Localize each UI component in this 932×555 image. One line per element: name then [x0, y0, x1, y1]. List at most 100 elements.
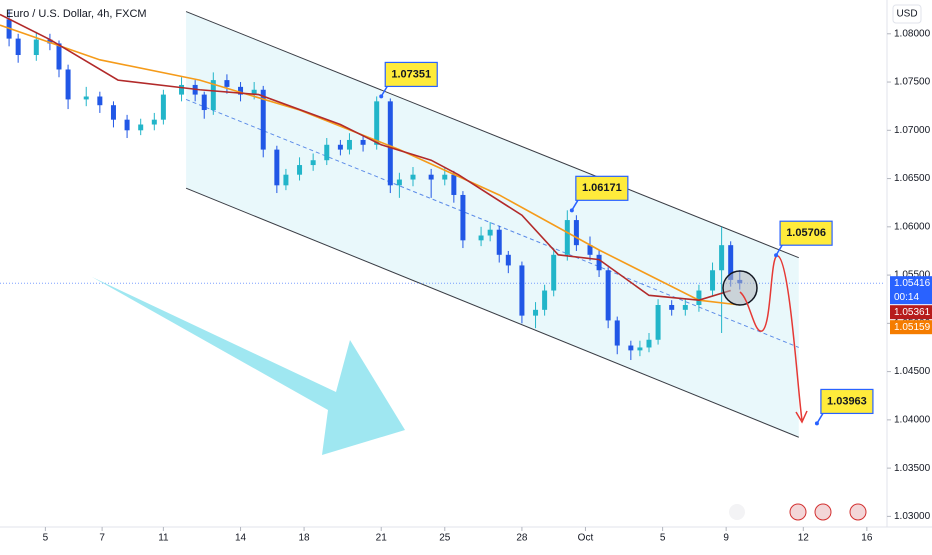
- x-tick-label: 18: [299, 533, 311, 544]
- price-tag: [890, 276, 932, 305]
- x-tick-label: 25: [439, 533, 451, 544]
- candle-body: [728, 245, 734, 280]
- x-tick-label: Oct: [578, 533, 594, 544]
- candle-body: [396, 179, 402, 186]
- y-tick-label: 1.03500: [894, 463, 931, 474]
- x-tick-label: 7: [99, 533, 105, 544]
- candle-body: [614, 320, 620, 346]
- candle-body: [605, 270, 611, 321]
- candle-body: [542, 290, 548, 310]
- currency: USD: [896, 9, 917, 20]
- candle-body: [387, 101, 393, 186]
- x-tick-label: 21: [376, 533, 388, 544]
- candle-body: [324, 144, 330, 161]
- callout-point: [814, 421, 819, 426]
- candle-body: [179, 84, 185, 95]
- channel-upper: [185, 11, 799, 259]
- callout-box: [575, 175, 629, 201]
- candle-body: [138, 124, 144, 131]
- candle-body: [564, 220, 570, 255]
- x-tick-label: 28: [516, 533, 528, 544]
- candle-body: [442, 174, 448, 180]
- price-tag-label: 1.05361: [894, 307, 931, 318]
- event-flag[interactable]: [849, 503, 867, 521]
- candle-body: [533, 309, 539, 316]
- y-tick-label: 1.07500: [894, 77, 931, 88]
- candle-body: [596, 254, 602, 271]
- highlight-circle: [722, 270, 758, 306]
- candle-body: [451, 174, 457, 195]
- candle-body: [628, 345, 634, 351]
- candle-body: [487, 229, 493, 236]
- price-tag-label: 1.05416: [894, 278, 931, 289]
- candle-body: [210, 80, 216, 111]
- candle-body: [496, 229, 502, 255]
- callout-box: [384, 61, 438, 88]
- candle-body: [374, 101, 380, 145]
- x-tick-label: 11: [158, 533, 169, 544]
- callout-point: [774, 253, 779, 258]
- candle-body: [682, 305, 688, 310]
- y-tick-label: 1.06000: [894, 221, 931, 232]
- channel-lower: [185, 187, 799, 438]
- forecast-arrowhead: [795, 410, 808, 424]
- candle-body: [587, 245, 593, 255]
- x-tick-label: 5: [660, 533, 666, 544]
- candle-body: [201, 94, 207, 111]
- event-flag[interactable]: [814, 503, 832, 521]
- candle-body: [646, 339, 652, 348]
- candle-body: [238, 86, 244, 95]
- price-tag: [890, 320, 932, 335]
- candle-body: [33, 39, 39, 56]
- candle-body: [124, 119, 130, 131]
- candle-body: [110, 105, 116, 120]
- callout-point: [379, 94, 384, 99]
- candle-body: [260, 89, 266, 150]
- event-icon[interactable]: [729, 504, 745, 520]
- callout-box: [779, 220, 833, 246]
- candle-body: [637, 347, 643, 351]
- event-flag[interactable]: [789, 503, 807, 521]
- y-tick-label: 1.04000: [894, 415, 931, 426]
- candle-body: [505, 254, 511, 266]
- candle-body: [151, 119, 157, 125]
- candle-body: [410, 174, 416, 180]
- trend-arrow: [92, 277, 405, 455]
- candle-body: [83, 96, 89, 100]
- candle-body: [56, 43, 62, 70]
- candle-body: [160, 94, 166, 120]
- chart-title: Euro / U.S. Dollar, 4h, FXCM: [6, 8, 147, 20]
- price-axis: [887, 0, 932, 527]
- plot-area: [0, 9, 885, 438]
- price-tag-label: 1.05159: [894, 322, 931, 333]
- callout-label: 1.03963: [827, 395, 867, 407]
- currency-box[interactable]: [892, 4, 922, 24]
- moving-average: [0, 13, 731, 301]
- candle-body: [669, 305, 675, 310]
- forecast-path: [739, 255, 803, 421]
- x-tick-label: 5: [43, 533, 49, 544]
- price-tag: [890, 305, 932, 320]
- candle-body: [337, 144, 343, 150]
- candle-body: [224, 80, 230, 87]
- y-tick-label: 1.07000: [894, 125, 931, 136]
- candle-body: [573, 220, 579, 246]
- y-tick-label: 1.03000: [894, 511, 931, 522]
- candle-body: [251, 89, 257, 95]
- callout-label: 1.06171: [582, 182, 622, 194]
- candle-body: [15, 38, 21, 56]
- candle-body: [710, 270, 716, 291]
- candle-body: [310, 160, 316, 166]
- y-tick-label: 1.08000: [894, 28, 931, 39]
- y-tick-label: 1.05500: [894, 270, 931, 281]
- x-tick-label: 12: [798, 533, 810, 544]
- candle-body: [283, 174, 289, 186]
- callout-box: [820, 388, 874, 415]
- candle-body: [460, 194, 466, 241]
- callout-point: [569, 208, 574, 213]
- callout-label: 1.07351: [391, 68, 431, 80]
- candle-body: [519, 265, 525, 316]
- channel-fill: [186, 11, 799, 438]
- candle-body: [360, 139, 366, 145]
